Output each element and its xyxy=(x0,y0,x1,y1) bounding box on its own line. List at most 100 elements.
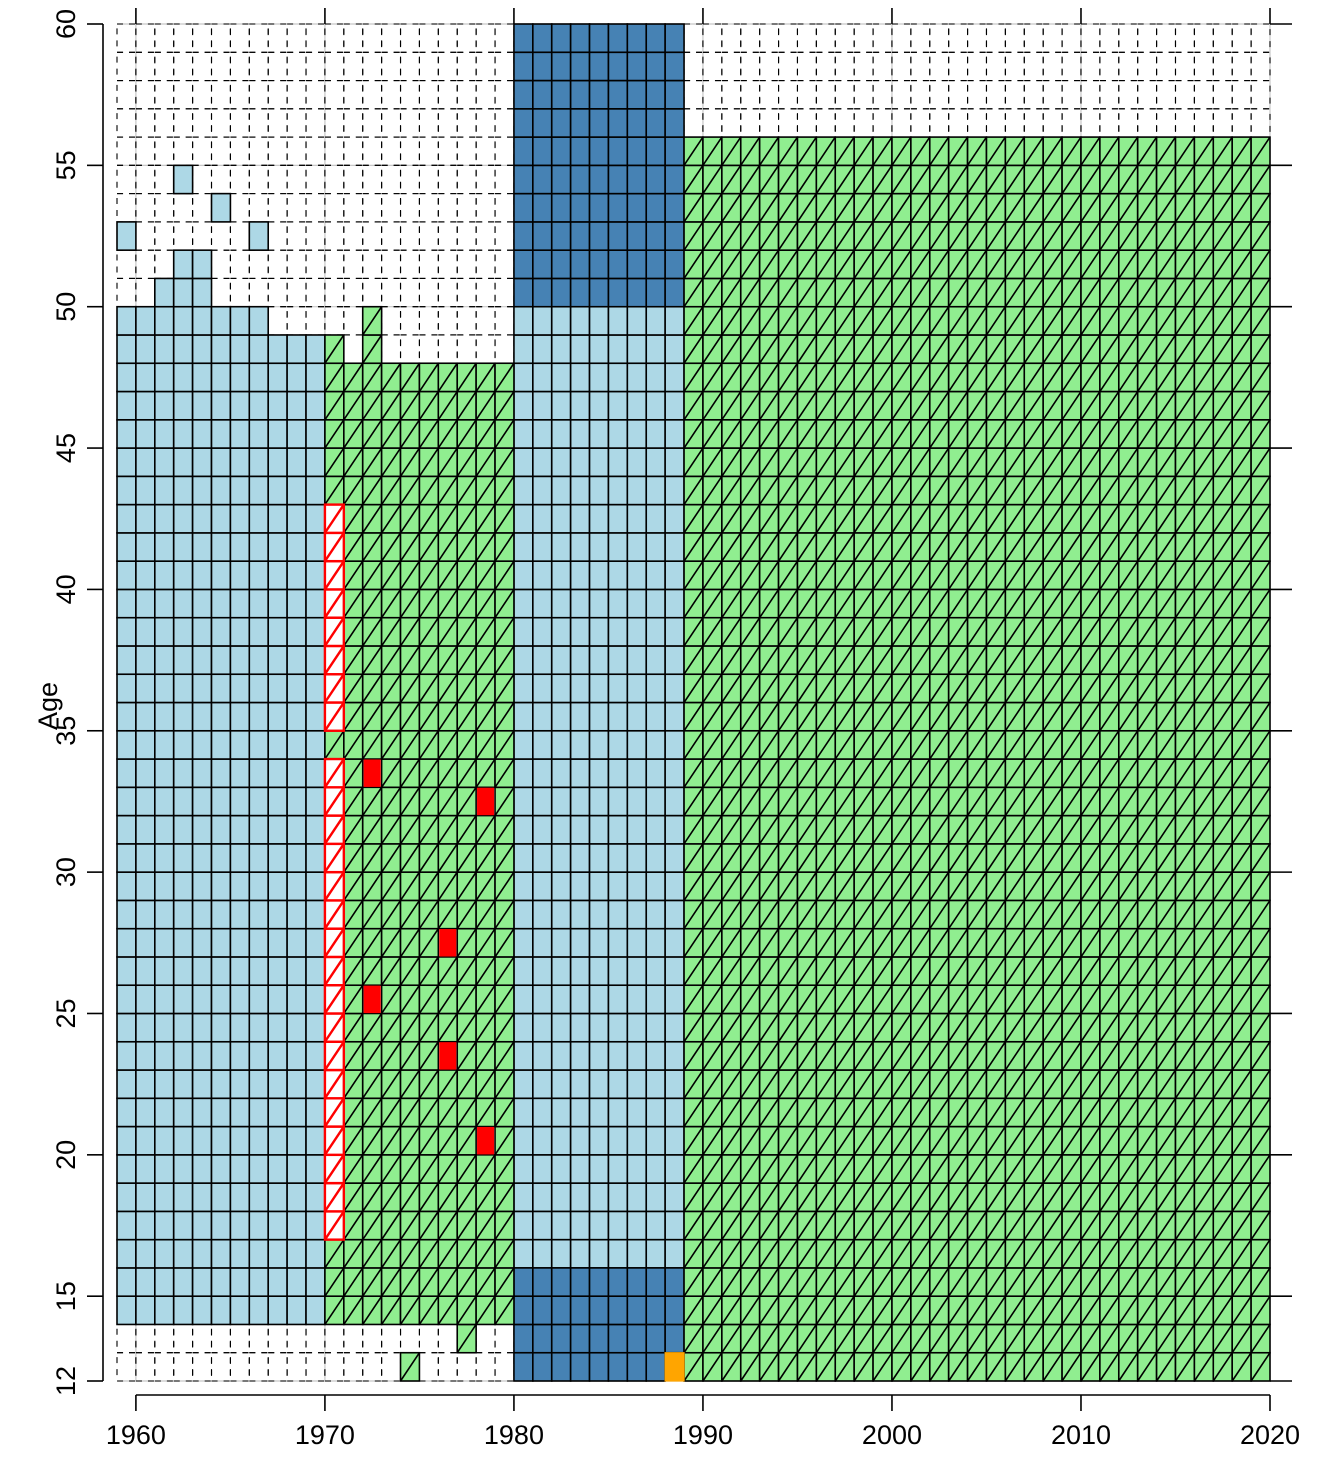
cell-hatch xyxy=(475,1041,496,1071)
cell-hatch xyxy=(683,730,704,760)
cell-hatch xyxy=(362,1267,383,1297)
x-tick-label: 2010 xyxy=(1051,1420,1111,1450)
cell-hatch xyxy=(1137,1182,1158,1212)
cell-dashed xyxy=(1174,51,1195,82)
cell-light-blue xyxy=(532,899,553,930)
cell-light-blue xyxy=(588,390,610,421)
cell-hatch xyxy=(853,1069,874,1099)
cell-hatch xyxy=(872,1013,893,1043)
cell-hatch xyxy=(418,673,439,703)
cell-hatch xyxy=(910,475,931,506)
cell-hatch xyxy=(1174,475,1196,506)
cell-light-blue xyxy=(645,305,666,336)
cell-hatch xyxy=(1023,758,1044,788)
cell-hatch xyxy=(1212,277,1233,308)
cell-light-blue xyxy=(135,729,156,760)
cell-hatch xyxy=(891,447,912,477)
cell-steel-blue xyxy=(550,136,572,167)
cell-light-blue xyxy=(210,1097,232,1128)
cell-hatch xyxy=(929,560,950,590)
cell-dashed xyxy=(1004,51,1025,82)
cell-hatch xyxy=(910,1324,931,1354)
cell-hatch xyxy=(985,193,1007,223)
cell-dashed xyxy=(456,23,477,53)
cell-hatch xyxy=(985,758,1007,788)
cell-hatch xyxy=(910,1210,931,1241)
cell-hatch xyxy=(929,164,950,195)
cell-dashed xyxy=(418,79,439,110)
cell-hatch xyxy=(1250,645,1271,675)
cell-hatch xyxy=(834,1154,855,1184)
cell-light-blue xyxy=(569,334,591,365)
cell-hatch xyxy=(1250,164,1271,195)
cell-light-blue xyxy=(532,786,553,817)
cell-light-blue xyxy=(607,1097,629,1128)
cell-dashed xyxy=(399,164,420,195)
cell-light-blue xyxy=(626,899,648,930)
cell-steel-blue xyxy=(550,1295,572,1326)
cell-hatch xyxy=(1099,843,1120,873)
cell-light-blue xyxy=(172,645,194,676)
cell-light-blue xyxy=(172,1295,194,1326)
cell-light-blue xyxy=(588,814,610,845)
cell-dashed xyxy=(381,221,402,251)
cell-hatch xyxy=(872,193,893,223)
cell-steel-blue xyxy=(569,221,591,251)
cell-hatch xyxy=(1137,843,1158,873)
cell-steel-blue xyxy=(588,108,610,138)
cell-hatch xyxy=(910,843,931,873)
cell-light-blue xyxy=(116,588,137,619)
cell-hatch xyxy=(740,843,761,873)
cell-light-blue xyxy=(116,729,137,760)
cell-hatch xyxy=(475,1267,496,1297)
cell-dashed xyxy=(324,1352,345,1382)
cell-hatch xyxy=(872,928,893,958)
cell-hatch xyxy=(1250,334,1271,364)
cell-hatch xyxy=(721,164,742,195)
cell-hatch xyxy=(815,1182,836,1212)
cell-hatch xyxy=(343,419,364,449)
cell-light-blue xyxy=(135,1267,156,1297)
cell-light-blue xyxy=(286,447,307,478)
cell-light-blue xyxy=(191,899,213,930)
cell-light-blue xyxy=(154,390,175,421)
cell-hatch xyxy=(683,786,704,817)
cell-hatch xyxy=(985,221,1007,251)
cell-light-blue xyxy=(210,1125,232,1156)
cell-light-blue xyxy=(248,1238,270,1269)
cell-dashed xyxy=(910,108,931,138)
cell-hatch xyxy=(834,1352,855,1382)
cell-hatch xyxy=(834,221,855,251)
cell-light-blue xyxy=(229,871,251,902)
cell-hatch xyxy=(740,532,761,562)
cell-hatch xyxy=(683,193,704,223)
cell-hatch xyxy=(796,306,818,336)
cell-steel-blue xyxy=(513,192,534,223)
cell-hatch xyxy=(758,560,780,590)
cell-hatch xyxy=(494,504,515,534)
cell-hatch xyxy=(683,560,704,590)
cell-hatch xyxy=(815,1239,836,1269)
cell-hatch xyxy=(418,730,439,760)
cell-hatch xyxy=(834,475,855,506)
cell-dashed xyxy=(437,221,458,251)
cell-hatch xyxy=(1118,504,1139,534)
cell-light-blue xyxy=(664,503,685,534)
cell-dashed xyxy=(1023,51,1044,82)
cell-hatch xyxy=(399,984,421,1014)
cell-hatch xyxy=(1118,1295,1139,1325)
cell-light-blue xyxy=(626,1069,648,1100)
cell-hatch xyxy=(1174,249,1196,279)
cell-steel-blue xyxy=(607,23,629,54)
cell-hatch xyxy=(702,136,723,166)
cell-hatch xyxy=(1099,1182,1120,1212)
cell-dashed xyxy=(343,108,364,138)
cell-hatch xyxy=(1061,1041,1082,1071)
cell-hatch xyxy=(380,391,402,421)
cell-hatch xyxy=(343,447,364,477)
cell-hatch xyxy=(323,588,345,619)
cell-dashed xyxy=(210,164,231,195)
cell-hatch xyxy=(1250,1324,1271,1354)
cell-light-blue xyxy=(550,843,572,873)
cell-hatch xyxy=(1099,419,1120,449)
